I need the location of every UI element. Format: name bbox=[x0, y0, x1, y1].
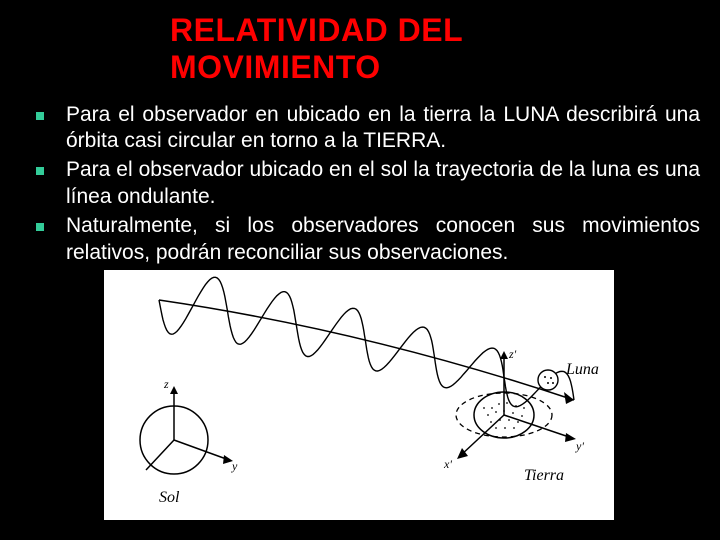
moon-label: Luna bbox=[565, 361, 599, 378]
list-item: Para el observador en ubicado en la tier… bbox=[36, 102, 700, 156]
slide-content: Para el observador en ubicado en la tier… bbox=[0, 94, 720, 267]
slide: RELATIVIDAD DEL MOVIMIENTO Para el obser… bbox=[0, 0, 720, 540]
sun-label: Sol bbox=[159, 489, 180, 506]
arrowhead-icon bbox=[170, 386, 178, 394]
axis-label-zp: z' bbox=[508, 347, 517, 361]
bullet-text: Para el observador ubicado en el sol la … bbox=[66, 157, 700, 211]
title-line-1: RELATIVIDAD DEL bbox=[170, 12, 463, 48]
bullet-list: Para el observador en ubicado en la tier… bbox=[36, 102, 700, 267]
arrowhead-icon bbox=[500, 351, 508, 359]
bullet-text: Naturalmente, si los observadores conoce… bbox=[66, 213, 700, 267]
arrowhead-icon bbox=[565, 433, 576, 442]
physics-diagram-svg: z y Sol z bbox=[104, 270, 614, 520]
axis-label-yp: y' bbox=[575, 439, 584, 453]
moon: Luna bbox=[538, 361, 599, 390]
bullet-icon bbox=[36, 167, 44, 175]
earth-label: Tierra bbox=[524, 467, 564, 484]
diagram: z y Sol z bbox=[104, 270, 614, 520]
bullet-icon bbox=[36, 112, 44, 120]
sun-frame: z y Sol bbox=[140, 377, 238, 506]
earth-frame: z' y' x' Tierra bbox=[443, 347, 584, 484]
axis-label-z: z bbox=[163, 377, 169, 391]
list-item: Para el observador ubicado en el sol la … bbox=[36, 157, 700, 211]
axis-label-xp: x' bbox=[443, 457, 452, 471]
bullet-text: Para el observador en ubicado en la tier… bbox=[66, 102, 700, 156]
slide-title: RELATIVIDAD DEL MOVIMIENTO bbox=[0, 0, 720, 94]
title-line-2: MOVIMIENTO bbox=[170, 49, 381, 85]
axis-label-y: y bbox=[231, 459, 238, 473]
bullet-icon bbox=[36, 223, 44, 231]
list-item: Naturalmente, si los observadores conoce… bbox=[36, 213, 700, 267]
moon-wave-path bbox=[159, 277, 574, 407]
